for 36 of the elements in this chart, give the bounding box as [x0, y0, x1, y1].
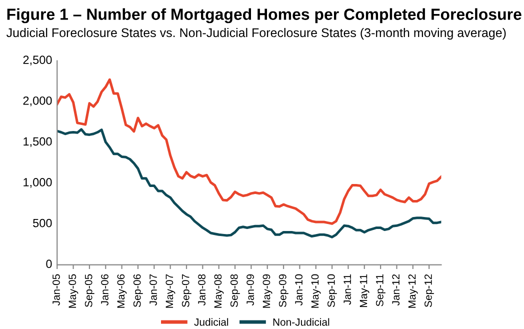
y-tick-label: 2,500: [23, 56, 52, 66]
y-tick-label: 1,500: [24, 137, 52, 148]
y-tick-label: 500: [33, 218, 52, 228]
x-tick-label: Jan-08: [198, 274, 206, 306]
x-tick-label: Sep-09: [278, 274, 288, 307]
x-tick-label: May-10: [311, 274, 321, 308]
chart-subtitle: Judicial Foreclosure States vs. Non-Judicial Foreclosure States (3-month moving average): [6, 28, 506, 40]
x-tick-label: Sep-12: [424, 274, 434, 307]
x-tick-label: Jan-07: [150, 274, 157, 306]
y-tick-label: 1,000: [24, 178, 52, 188]
chart-title: Figure 1 – Number of Mortgaged Homes per Completed Foreclosure: [7, 8, 522, 24]
x-tick-label: May-11: [360, 274, 370, 307]
x-tick-label: Sep-05: [84, 274, 94, 307]
x-tick-label: May-09: [262, 274, 272, 308]
x-tick-label: May-07: [166, 274, 176, 308]
x-tick-label: Jan-05: [52, 274, 60, 306]
x-tick-label: May-05: [68, 274, 78, 308]
y-tick-label: 0: [46, 260, 52, 268]
x-tick-label: Sep-11: [376, 274, 386, 306]
x-tick-label: Sep-08: [230, 274, 240, 307]
x-tick-label: Jan-10: [295, 274, 302, 306]
x-tick-label: Sep-07: [182, 274, 192, 307]
legend-label: Judicial: [194, 318, 228, 326]
x-tick-label: Sep-10: [327, 274, 337, 307]
x-tick-label: May-08: [214, 274, 224, 308]
x-tick-label: Sep-06: [133, 274, 143, 307]
x-tick-label: May-06: [117, 274, 127, 308]
x-tick-label: Jan-12: [392, 274, 400, 306]
x-tick-label: Jan-09: [246, 274, 254, 306]
x-tick-label: Jan-11: [344, 274, 352, 305]
legend-label: Non-Judicial: [273, 318, 330, 326]
line-series: [57, 78, 442, 225]
line-series: [57, 128, 442, 238]
x-tick-label: May-12: [408, 274, 418, 308]
y-tick-label: 2,000: [23, 96, 52, 106]
x-tick-label: Jan-06: [101, 274, 108, 306]
